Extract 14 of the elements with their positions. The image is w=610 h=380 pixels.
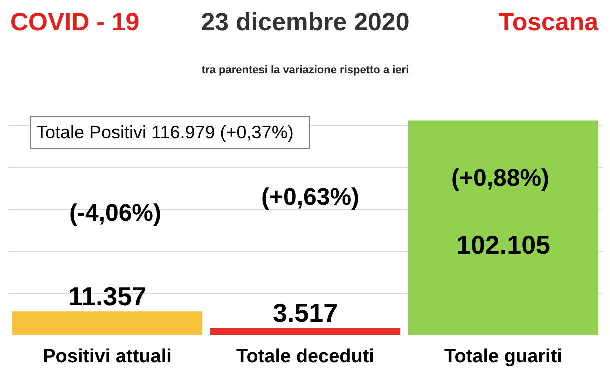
data-label: 102.105 xyxy=(456,230,550,260)
annotation: (+0,88%) xyxy=(451,165,550,192)
chart-subtitle: tra parentesi la variazione rispetto a ieri xyxy=(202,64,410,76)
annotation: Totale Positivi 116.979 (+0,37%) xyxy=(36,122,294,142)
x-tick-label: Totale guariti xyxy=(444,346,562,368)
data-label: 11.357 xyxy=(68,282,147,312)
x-tick-label: Totale deceduti xyxy=(236,346,374,368)
data-label: 3.517 xyxy=(272,298,338,328)
annotation: (+0,63%) xyxy=(261,184,360,211)
chart-title: 23 dicembre 2020 xyxy=(201,8,410,36)
text: Toscana xyxy=(498,8,600,36)
text: COVID - 19 xyxy=(10,8,140,36)
x-tick-label: Positivi attuali xyxy=(43,346,172,368)
annotation: (-4,06%) xyxy=(69,200,162,227)
